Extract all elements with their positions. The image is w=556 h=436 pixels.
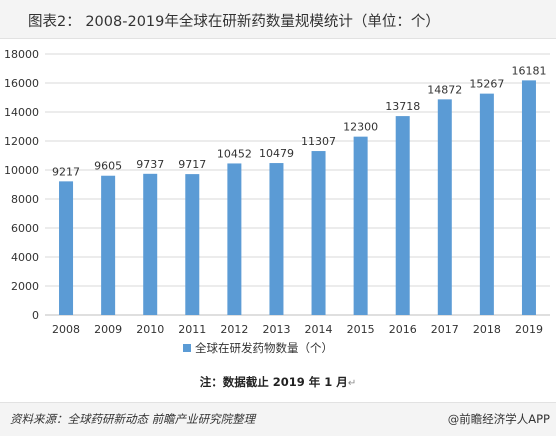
bar-2008 (59, 181, 74, 315)
bar-2016 (395, 116, 410, 316)
data-note: 注：数据截止 2019 年 1 月↵ (0, 374, 556, 390)
x-tick-label: 2015 (347, 323, 375, 336)
y-tick-label: 8000 (11, 193, 39, 206)
x-tick-label: 2013 (262, 323, 290, 336)
y-tick-label: 0 (32, 309, 39, 322)
data-label: 12300 (343, 121, 378, 134)
return-mark-icon: ↵ (347, 378, 357, 389)
bar-2009 (101, 175, 116, 315)
x-tick-label: 2012 (220, 323, 248, 336)
y-tick-label: 10000 (4, 164, 39, 177)
x-tick-label: 2018 (473, 323, 501, 336)
x-tick-label: 2019 (515, 323, 543, 336)
x-tick-label: 2014 (305, 323, 333, 336)
legend-label: 全球在研发药物数量（个） (195, 341, 333, 355)
bar-2011 (185, 174, 200, 315)
data-label: 13718 (385, 100, 420, 113)
bar-2018 (479, 93, 494, 315)
brand-text: @前瞻经济学人APP (447, 412, 550, 426)
x-tick-label: 2011 (178, 323, 206, 336)
bar-2015 (353, 136, 368, 315)
note-text: 注：数据截止 2019 年 1 月 (199, 375, 348, 389)
bar-2014 (311, 151, 326, 315)
y-tick-label: 4000 (11, 251, 39, 264)
x-tick-label: 2009 (94, 323, 122, 336)
y-tick-label: 6000 (11, 222, 39, 235)
chart-title: 图表2： 2008-2019年全球在研新药数量规模统计（单位：个） (28, 14, 440, 30)
bar-2012 (227, 163, 242, 315)
x-tick-label: 2010 (136, 323, 164, 336)
bar-2019 (521, 80, 536, 315)
data-label: 10479 (259, 147, 294, 160)
data-label: 9737 (136, 158, 164, 171)
y-tick-label: 2000 (11, 280, 39, 293)
data-label: 9717 (178, 158, 206, 171)
bar-2013 (269, 163, 284, 315)
y-tick-label: 12000 (4, 135, 39, 148)
source-text: 资料来源：全球药研新动态 前瞻产业研究院整理 (10, 412, 256, 426)
data-label: 16181 (511, 64, 546, 77)
bar-2017 (437, 99, 452, 315)
data-label: 9605 (94, 160, 122, 173)
bar-2010 (143, 173, 158, 315)
footer-bar: 资料来源：全球药研新动态 前瞻产业研究院整理 @前瞻经济学人APP (0, 402, 556, 436)
x-tick-label: 2017 (431, 323, 459, 336)
y-tick-label: 14000 (4, 106, 39, 119)
data-label: 15267 (469, 78, 504, 91)
x-tick-label: 2016 (389, 323, 417, 336)
title-bar: 图表2： 2008-2019年全球在研新药数量规模统计（单位：个） (0, 0, 556, 39)
data-label: 10452 (217, 147, 252, 160)
legend-swatch (183, 344, 191, 352)
data-label: 11307 (301, 135, 336, 148)
bar-chart: 0 2000 4000 6000 8000 10000 12000 14000 16000 180… (4, 48, 550, 355)
data-label: 9217 (52, 165, 80, 178)
y-tick-label: 18000 (4, 48, 39, 61)
data-label: 14872 (427, 83, 462, 96)
x-tick-label: 2008 (52, 323, 80, 336)
y-tick-label: 16000 (4, 77, 39, 90)
